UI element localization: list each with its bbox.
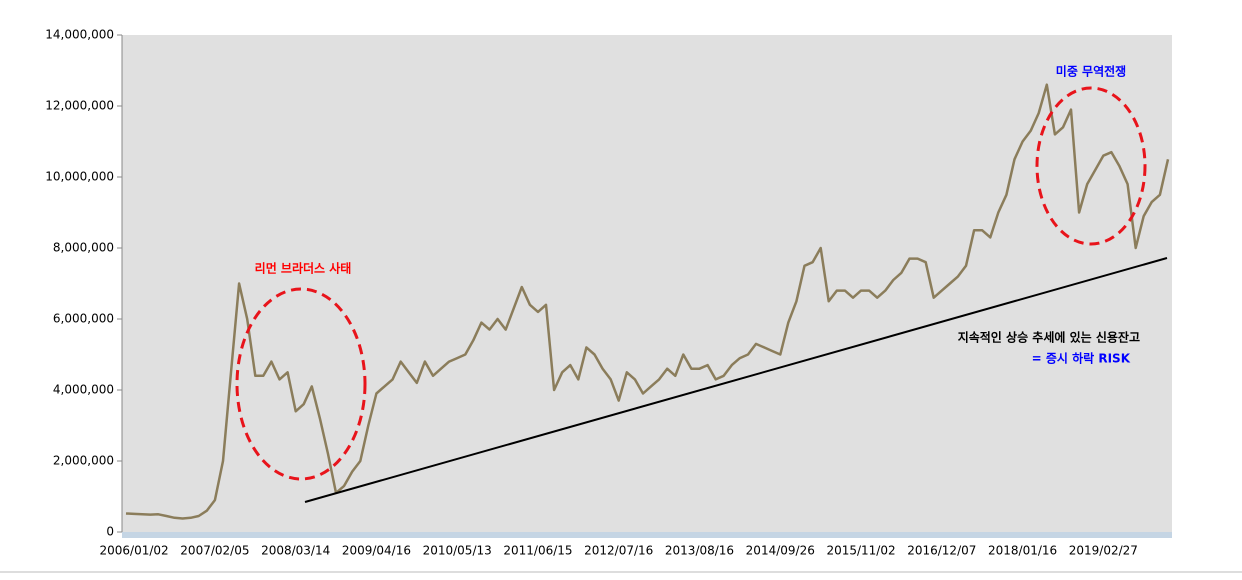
x-tick-label: 2014/09/26 — [746, 544, 815, 558]
y-tick-label: 12,000,000 — [45, 99, 114, 113]
trend-line — [304, 257, 1168, 503]
y-tick-label: 6,000,000 — [53, 312, 114, 326]
data-line — [125, 83, 1170, 520]
y-tick-label: 2,000,000 — [53, 454, 114, 468]
plot-area — [122, 35, 1172, 532]
y-tick-label: 8,000,000 — [53, 241, 114, 255]
x-tick-label: 2008/03/14 — [261, 544, 330, 558]
x-tick-label: 2006/01/02 — [100, 544, 169, 558]
highlight-ellipse — [1035, 86, 1147, 246]
annotation: 리먼 브라더스 사태 — [255, 261, 352, 276]
y-tick-label: 10,000,000 — [45, 170, 114, 184]
x-tick-label: 2013/08/16 — [665, 544, 734, 558]
y-tick-label: 4,000,000 — [53, 383, 114, 397]
x-tick-label: 2015/11/02 — [826, 544, 895, 558]
highlight-ellipse — [235, 287, 367, 481]
x-tick-label: 2007/02/05 — [180, 544, 249, 558]
floor — [122, 532, 1172, 538]
x-tick-label: 2018/01/16 — [988, 544, 1057, 558]
y-tick-label: 14,000,000 — [45, 28, 114, 42]
x-tick-label: 2012/07/16 — [584, 544, 653, 558]
x-tick-label: 2010/05/13 — [423, 544, 492, 558]
x-tick-label: 2016/12/07 — [907, 544, 976, 558]
annotation: = 증시 하락 RISK — [1032, 351, 1131, 366]
x-tick-label: 2011/06/15 — [503, 544, 572, 558]
annotation: 지속적인 상승 추세에 있는 신용잔고 — [958, 330, 1140, 345]
x-tick-label: 2019/02/27 — [1069, 544, 1138, 558]
marks — [125, 83, 1170, 520]
y-tick-label: 0 — [106, 525, 114, 539]
x-tick-label: 2009/04/16 — [342, 544, 411, 558]
annotation: 미중 무역전쟁 — [1056, 64, 1126, 79]
